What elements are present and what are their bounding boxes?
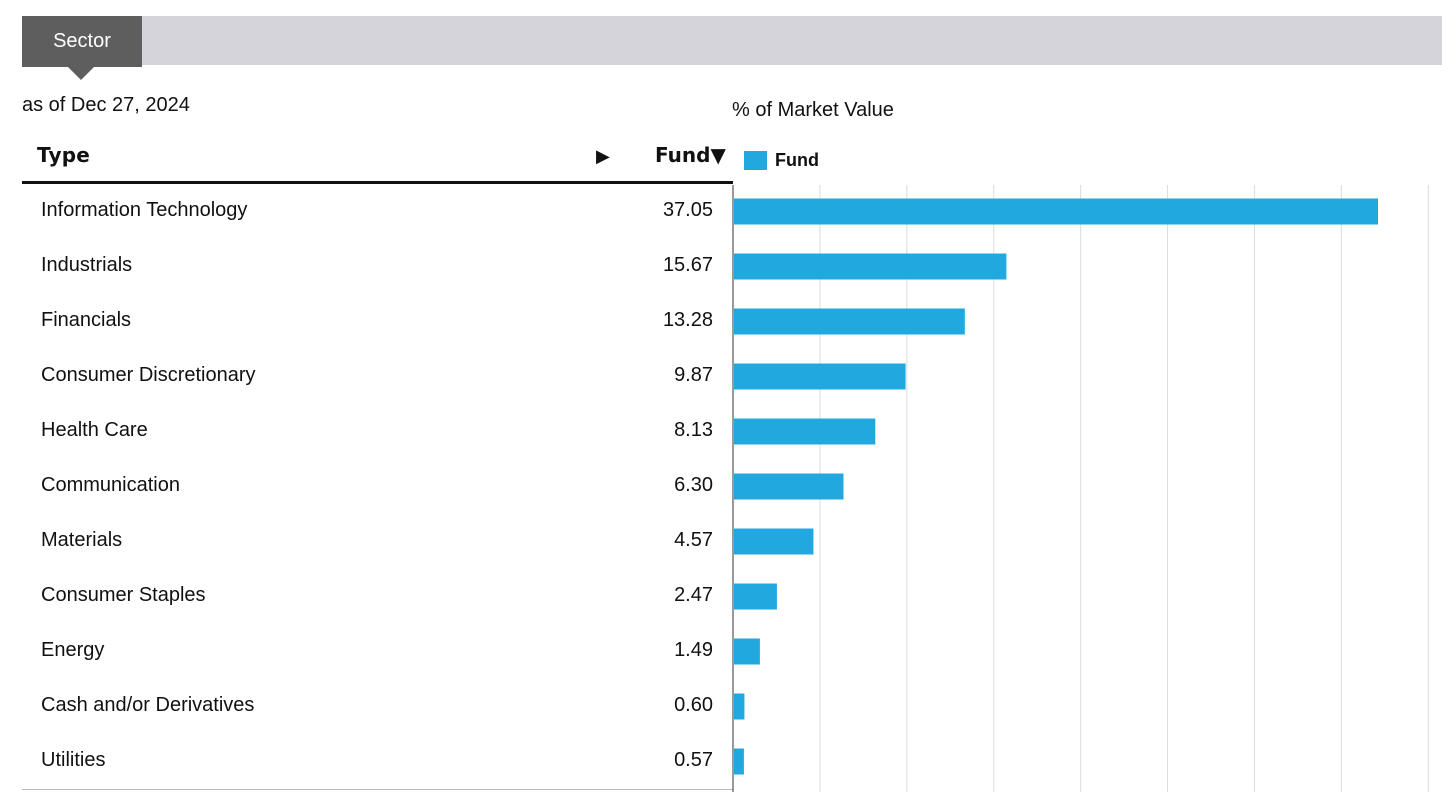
header-rule — [22, 181, 733, 184]
sector-label: Materials — [41, 529, 123, 551]
sector-label: Communication — [41, 474, 180, 496]
active-tab-pointer — [67, 66, 95, 80]
table-row: Consumer Staples 2.47 — [22, 569, 733, 624]
sector-label: Consumer Staples — [41, 584, 206, 606]
table-row: Industrials 15.67 — [22, 239, 733, 294]
chart-legend: Fund — [744, 150, 819, 171]
bar-information-technology[interactable] — [734, 198, 1378, 225]
table-row: Energy 1.49 — [22, 624, 733, 679]
chart-title: % of Market Value — [732, 99, 894, 121]
fund-value: 13.28 — [662, 309, 713, 331]
bar-communication[interactable] — [734, 473, 844, 500]
sort-play-icon[interactable]: ▶ — [596, 146, 610, 166]
sector-label: Information Technology — [41, 199, 248, 221]
sector-label: Financials — [41, 309, 132, 331]
table-row: Consumer Discretionary 9.87 — [22, 349, 733, 404]
table-row: Materials 4.57 — [22, 514, 733, 569]
table-row: Utilities 0.57 — [22, 734, 733, 789]
fund-value: 6.30 — [674, 474, 713, 496]
table-row: Cash and/or Derivatives 0.60 — [22, 679, 733, 734]
fund-value: 1.49 — [674, 639, 713, 661]
as-of-date: as of Dec 27, 2024 — [22, 94, 190, 116]
sector-label: Utilities — [41, 749, 106, 771]
bar-utilities[interactable] — [734, 748, 744, 775]
sector-label: Health Care — [41, 419, 148, 441]
fund-column-header[interactable]: Fund▼ — [655, 143, 726, 167]
bar-consumer-discretionary[interactable] — [734, 363, 906, 390]
table-row: Communication 6.30 — [22, 459, 733, 514]
table-bottom-rule — [22, 789, 733, 790]
fund-value: 4.57 — [674, 529, 713, 551]
sector-label: Energy — [41, 639, 105, 661]
fund-value: 0.57 — [674, 749, 713, 771]
fund-value: 0.60 — [674, 694, 713, 716]
legend-label-fund: Fund — [775, 150, 819, 170]
bar-industrials[interactable] — [734, 253, 1007, 280]
fund-value: 15.67 — [662, 254, 713, 276]
bar-materials[interactable] — [734, 528, 814, 555]
fund-value: 37.05 — [662, 199, 713, 221]
sector-label: Consumer Discretionary — [41, 364, 256, 386]
sector-label: Cash and/or Derivatives — [41, 694, 255, 716]
bar-cash-and-or-derivatives[interactable] — [734, 693, 745, 720]
table-row: Health Care 8.13 — [22, 404, 733, 459]
sector-label: Industrials — [41, 254, 133, 276]
bar-health-care[interactable] — [734, 418, 876, 445]
bar-consumer-staples[interactable] — [734, 583, 777, 610]
table-row: Financials 13.28 — [22, 294, 733, 349]
tab-sector[interactable]: Sector — [22, 16, 142, 67]
fund-value: 8.13 — [674, 419, 713, 441]
bar-financials[interactable] — [734, 308, 965, 335]
tab-bar — [22, 16, 1442, 65]
legend-swatch-fund — [744, 151, 767, 170]
fund-value: 9.87 — [674, 364, 713, 386]
fund-value: 2.47 — [674, 584, 713, 606]
bar-energy[interactable] — [734, 638, 760, 665]
table-row: Information Technology 37.05 — [22, 184, 733, 239]
type-column-header: Type — [37, 143, 90, 167]
